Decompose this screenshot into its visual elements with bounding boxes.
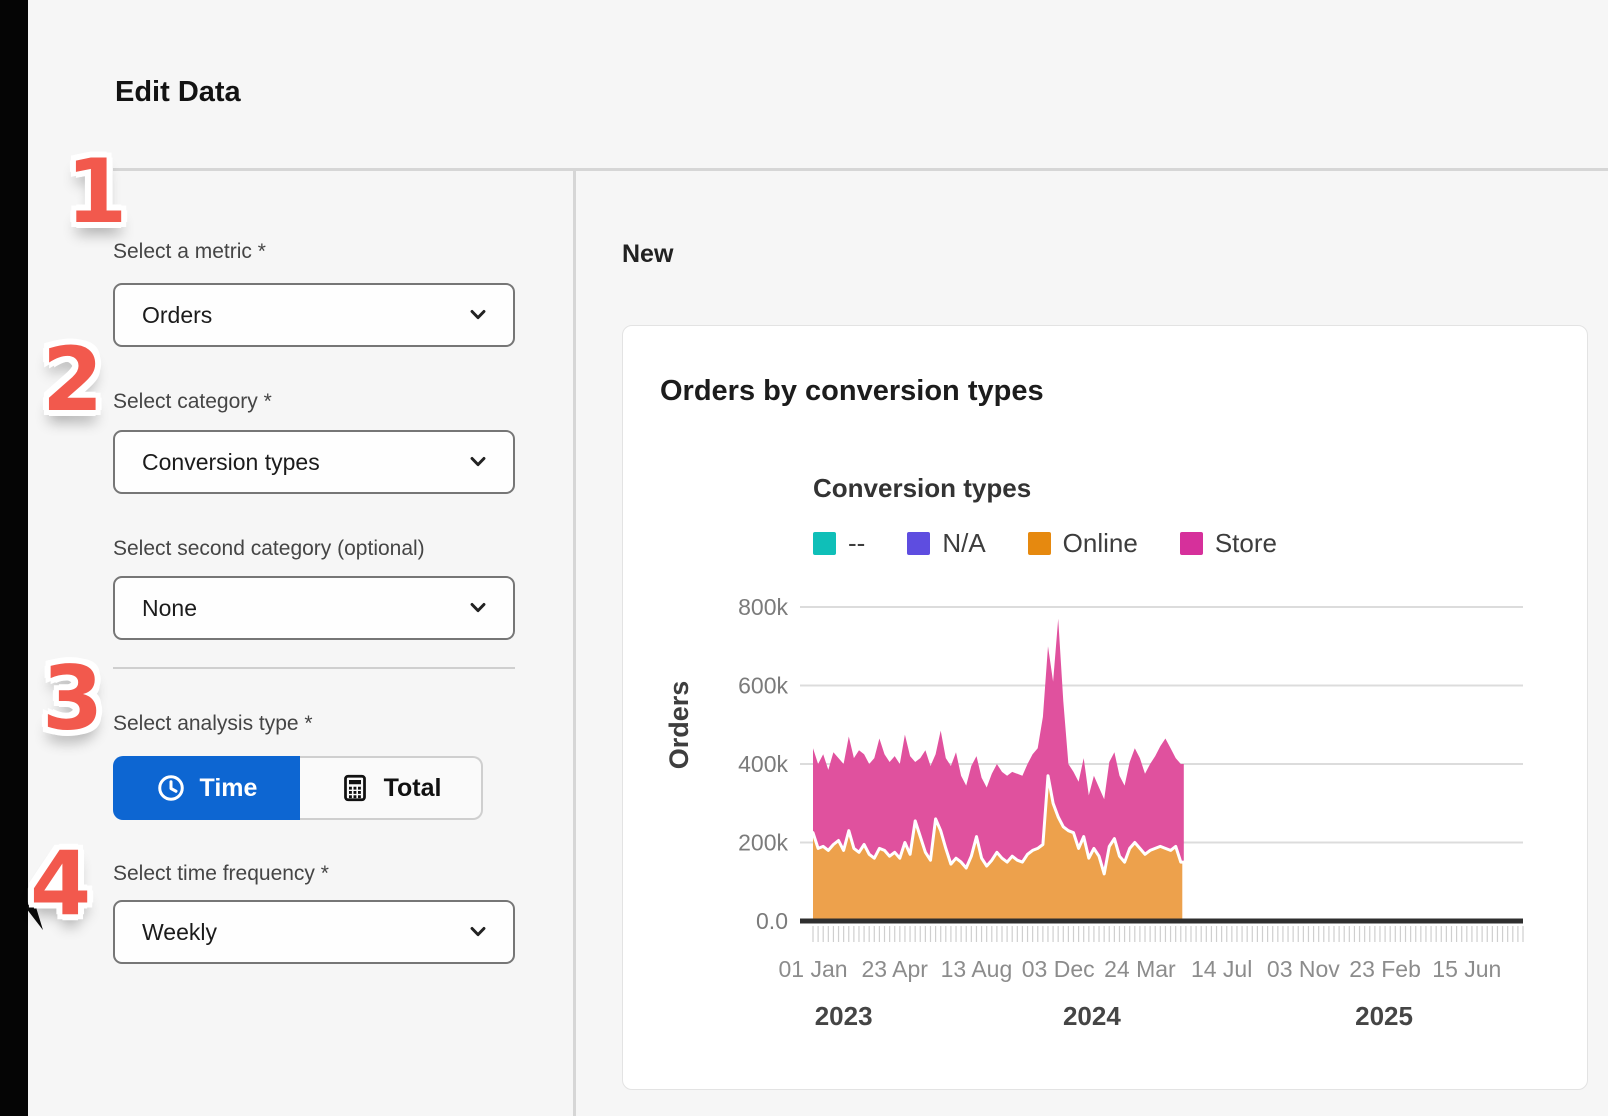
svg-text:2024: 2024 [1063, 1001, 1121, 1031]
svg-text:24 Mar: 24 Mar [1104, 956, 1176, 982]
svg-text:400k: 400k [738, 751, 788, 777]
category-value: Conversion types [115, 449, 467, 476]
svg-text:03 Nov: 03 Nov [1267, 956, 1340, 982]
header-divider [113, 168, 1608, 171]
step-badge-1: 1 [66, 148, 127, 236]
calculator-icon [340, 773, 370, 803]
chevron-down-icon [467, 451, 489, 473]
svg-text:2025: 2025 [1355, 1001, 1413, 1031]
orders-area-chart: 0.0 200k 400k 600k 800k Orders 01 Jan 23 Apr 13 … [622, 325, 1588, 1090]
second-category-value: None [115, 595, 467, 622]
chevron-down-icon [467, 921, 489, 943]
category-label: Select category * [113, 390, 272, 414]
category-select[interactable]: Conversion types [113, 430, 515, 494]
svg-text:23 Feb: 23 Feb [1349, 956, 1421, 982]
svg-text:0.0: 0.0 [756, 908, 788, 934]
second-category-select[interactable]: None [113, 576, 515, 640]
svg-text:Orders: Orders [664, 681, 694, 770]
clock-icon [156, 773, 186, 803]
svg-text:01 Jan: 01 Jan [778, 956, 847, 982]
svg-text:2023: 2023 [815, 1001, 873, 1031]
analysis-type-label: Select analysis type * [113, 712, 313, 736]
svg-text:23 Apr: 23 Apr [861, 956, 928, 982]
svg-text:14 Jul: 14 Jul [1191, 956, 1252, 982]
analysis-option-total-label: Total [384, 774, 442, 803]
time-frequency-value: Weekly [115, 919, 467, 946]
time-frequency-label: Select time frequency * [113, 862, 329, 886]
svg-text:600k: 600k [738, 673, 788, 699]
metric-value: Orders [115, 302, 467, 329]
page-title: Edit Data [115, 76, 241, 109]
panel-divider [573, 168, 576, 1116]
metric-select[interactable]: Orders [113, 283, 515, 347]
time-frequency-select[interactable]: Weekly [113, 900, 515, 964]
section-divider [113, 667, 515, 669]
svg-text:15 Jun: 15 Jun [1432, 956, 1501, 982]
preview-heading: New [622, 240, 673, 269]
svg-text:800k: 800k [738, 594, 788, 620]
analysis-type-toggle: Time Total [113, 756, 483, 820]
analysis-option-total[interactable]: Total [300, 756, 483, 820]
left-black-strip [0, 0, 28, 1116]
chevron-down-icon [467, 304, 489, 326]
analysis-option-time[interactable]: Time [113, 756, 300, 820]
chevron-down-icon [467, 597, 489, 619]
svg-text:13 Aug: 13 Aug [941, 956, 1013, 982]
metric-label: Select a metric * [113, 240, 266, 264]
step-badge-3: 3 [42, 655, 103, 743]
svg-text:03 Dec: 03 Dec [1022, 956, 1095, 982]
step-badge-4: 4 [30, 840, 91, 928]
svg-text:200k: 200k [738, 830, 788, 856]
step-badge-2: 2 [42, 336, 103, 424]
analysis-option-time-label: Time [200, 774, 258, 803]
second-category-label: Select second category (optional) [113, 537, 425, 561]
